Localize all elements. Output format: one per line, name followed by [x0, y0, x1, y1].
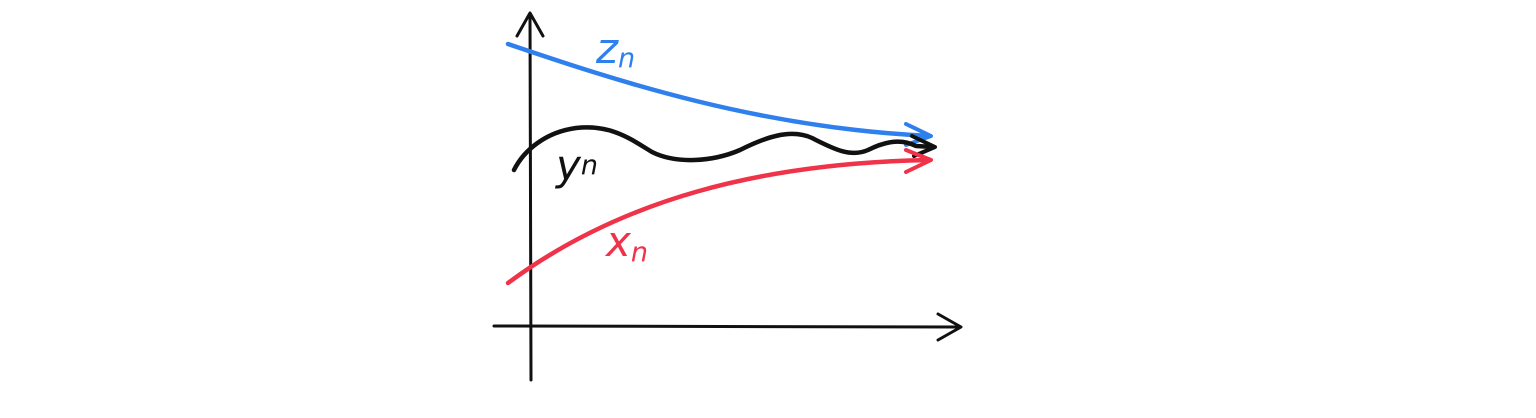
sequence-x: xn	[505, 148, 933, 286]
y-axis-arrowhead	[515, 11, 545, 38]
z-label: zn	[595, 24, 635, 74]
x-arrowhead	[904, 148, 933, 174]
z-arrowhead	[904, 122, 933, 147]
y-label: yn	[554, 141, 598, 190]
x-label: xn	[604, 217, 648, 268]
y-arrowhead	[910, 134, 937, 158]
x-axis-arrowhead	[936, 312, 963, 342]
x-curve	[505, 157, 933, 286]
x-axis	[492, 324, 962, 329]
axes	[492, 11, 963, 382]
sequence-z: zn	[505, 24, 933, 147]
y-axis	[528, 12, 533, 382]
sequence-y: yn	[511, 125, 937, 190]
y-curve	[511, 125, 937, 173]
z-curve	[505, 41, 933, 139]
